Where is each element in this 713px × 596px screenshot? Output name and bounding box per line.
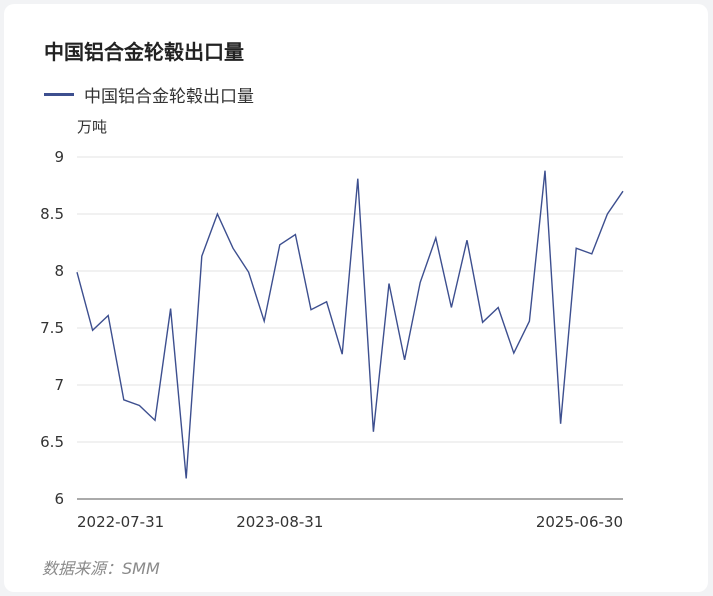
legend-label: 中国铝合金轮毂出口量 bbox=[84, 86, 254, 107]
data-point[interactable] bbox=[386, 281, 392, 287]
data-point[interactable] bbox=[183, 475, 189, 481]
data-point[interactable] bbox=[277, 242, 283, 248]
y-tick-label: 6.5 bbox=[40, 433, 64, 451]
data-point[interactable] bbox=[573, 245, 579, 251]
x-tick-label: 2025-06-30 bbox=[536, 513, 623, 531]
y-tick-label: 8.5 bbox=[40, 205, 64, 223]
legend-line-swatch bbox=[44, 92, 74, 96]
data-point[interactable] bbox=[261, 318, 267, 324]
data-point[interactable] bbox=[495, 304, 501, 310]
series-line[interactable] bbox=[76, 170, 624, 479]
data-point[interactable] bbox=[324, 299, 330, 305]
data-point[interactable] bbox=[214, 211, 220, 217]
y-tick-labels: 6 6.5 7 7.5 8 8.5 9 bbox=[40, 148, 64, 508]
data-point[interactable] bbox=[152, 417, 158, 423]
data-point[interactable] bbox=[433, 235, 439, 241]
data-point[interactable] bbox=[448, 304, 454, 310]
grid-lines bbox=[77, 156, 623, 443]
x-tick-label: 2022-07-31 bbox=[77, 513, 164, 531]
chart-title: 中国铝合金轮毂出口量 bbox=[44, 40, 244, 64]
data-points bbox=[74, 168, 626, 482]
chart-card bbox=[4, 4, 708, 592]
data-point[interactable] bbox=[90, 327, 96, 333]
data-point[interactable] bbox=[480, 319, 486, 325]
data-point[interactable] bbox=[105, 312, 111, 318]
data-point[interactable] bbox=[168, 306, 174, 312]
data-point[interactable] bbox=[355, 176, 361, 182]
data-point[interactable] bbox=[199, 253, 205, 259]
x-tick-labels: 2022-07-31 2023-08-31 2025-06-30 bbox=[77, 513, 623, 531]
data-point[interactable] bbox=[308, 307, 314, 313]
y-tick-label: 9 bbox=[54, 148, 64, 166]
data-point[interactable] bbox=[370, 429, 376, 435]
data-point[interactable] bbox=[246, 269, 252, 275]
data-source: 数据来源：SMM bbox=[42, 559, 160, 578]
data-point[interactable] bbox=[589, 251, 595, 257]
y-tick-label: 8 bbox=[54, 262, 64, 280]
data-point[interactable] bbox=[511, 350, 517, 356]
data-point[interactable] bbox=[526, 318, 532, 324]
data-point[interactable] bbox=[74, 269, 80, 275]
data-point[interactable] bbox=[136, 403, 142, 409]
y-tick-label: 6 bbox=[54, 490, 64, 508]
data-point[interactable] bbox=[464, 237, 470, 243]
data-point[interactable] bbox=[292, 232, 298, 238]
y-axis-unit: 万吨 bbox=[77, 118, 107, 136]
data-point[interactable] bbox=[542, 168, 548, 174]
data-point[interactable] bbox=[339, 351, 345, 357]
data-point[interactable] bbox=[558, 421, 564, 427]
data-point[interactable] bbox=[230, 245, 236, 251]
legend[interactable]: 中国铝合金轮毂出口量 bbox=[44, 82, 254, 107]
y-tick-label: 7.5 bbox=[40, 319, 64, 337]
data-point[interactable] bbox=[620, 188, 626, 194]
data-point[interactable] bbox=[417, 279, 423, 285]
data-point[interactable] bbox=[604, 211, 610, 217]
data-point[interactable] bbox=[402, 357, 408, 363]
x-tick-label: 2023-08-31 bbox=[236, 513, 323, 531]
data-point[interactable] bbox=[121, 397, 127, 403]
y-tick-label: 7 bbox=[54, 376, 64, 394]
